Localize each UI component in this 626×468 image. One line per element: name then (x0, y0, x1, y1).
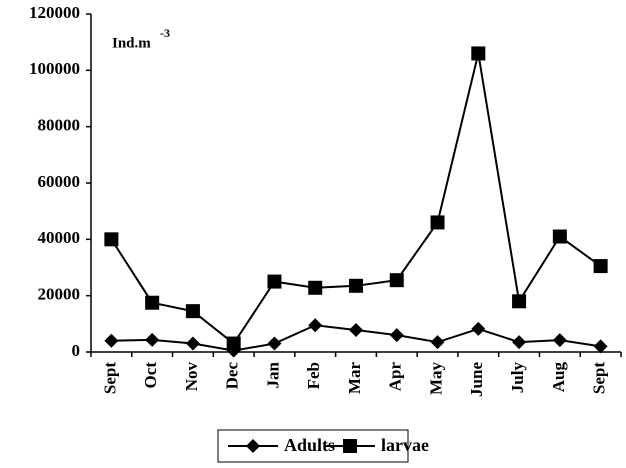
data-point (512, 335, 527, 350)
data-point (308, 280, 323, 295)
data-point (349, 278, 363, 293)
y-tick-label: 60000 (38, 172, 81, 191)
x-tick-label: Jan (263, 361, 282, 388)
x-tick-label: Dec (223, 362, 242, 390)
y-tick-label: 100000 (29, 59, 80, 78)
data-point (145, 332, 160, 347)
data-point (389, 328, 404, 343)
data-point (593, 259, 608, 274)
series-line (110, 53, 602, 346)
data-point (267, 336, 282, 351)
data-point (104, 232, 119, 247)
data-point (185, 304, 200, 319)
data-point (185, 336, 200, 351)
data-point (104, 333, 119, 348)
y-tick-label: 80000 (38, 116, 81, 135)
data-point (552, 229, 567, 244)
unit-exponent: -3 (160, 26, 170, 40)
data-point (267, 274, 282, 289)
data-point (593, 339, 608, 354)
data-point (145, 295, 160, 310)
legend-box (217, 429, 409, 463)
legend-label: Adults (284, 435, 335, 455)
data-point (389, 273, 404, 288)
data-point (226, 336, 241, 351)
data-point (512, 294, 527, 309)
x-tick-label: Aug (549, 362, 568, 393)
x-tick-label: Feb (304, 362, 323, 389)
y-tick-label: 0 (72, 341, 81, 360)
y-tick-label: 40000 (38, 228, 81, 247)
unit-label: Ind.m (112, 35, 151, 51)
data-point (552, 333, 567, 348)
x-tick-label: May (426, 362, 445, 396)
data-point (430, 215, 445, 230)
data-point (308, 318, 323, 333)
legend-marker (343, 439, 357, 453)
data-point (471, 46, 486, 61)
x-tick-label: July (508, 362, 527, 394)
x-tick-label: Sept (100, 362, 119, 394)
x-tick-label: Oct (141, 362, 160, 389)
legend-label: larvae (381, 435, 429, 455)
data-point (430, 335, 445, 350)
x-tick-label: Mar (345, 362, 364, 395)
y-tick-label: 20000 (38, 285, 81, 304)
x-tick-label: Apr (386, 362, 405, 392)
x-tick-label: June (467, 362, 486, 397)
y-tick-label: 120000 (29, 3, 80, 22)
data-point (349, 323, 363, 338)
x-tick-label: Sept (590, 362, 609, 394)
legend-marker (246, 439, 260, 453)
x-tick-label: Nov (182, 362, 201, 392)
data-point (471, 321, 486, 336)
